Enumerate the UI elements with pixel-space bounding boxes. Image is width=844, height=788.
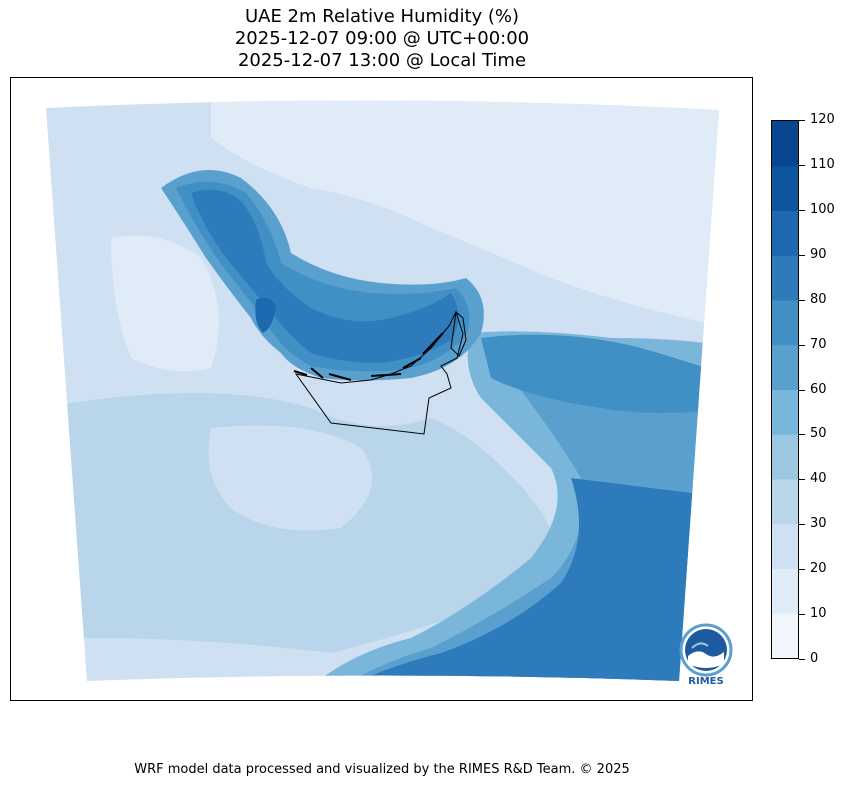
colorbar-segment bbox=[772, 210, 798, 256]
colorbar bbox=[771, 120, 799, 659]
colorbar-tick-label: 70 bbox=[810, 336, 827, 352]
gulf-of-bahrain bbox=[255, 297, 276, 333]
colorbar-tick-mark bbox=[799, 614, 805, 616]
uae-boundary bbox=[294, 310, 464, 435]
colorbar-segment bbox=[772, 121, 798, 167]
logo-text: RIMES bbox=[688, 676, 724, 687]
colorbar-tick-label: 90 bbox=[810, 246, 827, 262]
colorbar-segment bbox=[772, 255, 798, 301]
title-line-2: 2025-12-07 09:00 @ UTC+00:00 bbox=[234, 28, 530, 49]
colorbar-segment bbox=[772, 344, 798, 390]
footer-credit: WRF model data processed and visualized … bbox=[134, 762, 630, 777]
colorbar-tick-label: 110 bbox=[810, 156, 835, 172]
colorbar-tick-mark bbox=[799, 344, 805, 346]
land-region-interior-light bbox=[208, 425, 373, 531]
colorbar-tick-mark bbox=[799, 524, 805, 526]
colorbar-tick-mark bbox=[799, 164, 805, 166]
colorbar-tick-mark bbox=[799, 254, 805, 256]
musandam-boundary bbox=[450, 311, 467, 357]
arabian-sea-deep bbox=[311, 478, 719, 682]
land-region-north-light bbox=[211, 100, 719, 328]
colorbar-tick-label: 50 bbox=[810, 426, 827, 442]
oman-coast-band bbox=[481, 334, 719, 413]
colorbar-tick-label: 40 bbox=[810, 471, 827, 487]
colorbar-tick-label: 80 bbox=[810, 291, 827, 307]
colorbar-tick-label: 100 bbox=[810, 201, 835, 217]
colorbar-tick-mark bbox=[799, 659, 805, 660]
uae-coastline-islands bbox=[293, 332, 444, 381]
colorbar-tick-mark bbox=[799, 479, 805, 481]
colorbar-scale bbox=[772, 121, 798, 658]
colorbar-tick-label: 30 bbox=[810, 516, 827, 532]
colorbar-tick-label: 120 bbox=[810, 112, 835, 127]
colorbar-segment bbox=[772, 389, 798, 435]
colorbar-tick-label: 10 bbox=[810, 606, 827, 622]
title-line-1: UAE 2m Relative Humidity (%) bbox=[244, 6, 520, 27]
colorbar-segment bbox=[772, 479, 798, 525]
colorbar-segment bbox=[772, 613, 798, 658]
rimes-logo: RIMES bbox=[676, 620, 736, 692]
colorbar-tick-mark bbox=[799, 120, 805, 121]
colorbar-segment bbox=[772, 523, 798, 569]
colorbar-tick-label: 20 bbox=[810, 561, 827, 577]
persian-gulf-deep bbox=[191, 189, 459, 363]
colorbar-tick-mark bbox=[799, 299, 805, 301]
map-panel bbox=[10, 77, 753, 701]
colorbar-tick-label: 0 bbox=[810, 651, 819, 666]
colorbar-segment bbox=[772, 165, 798, 211]
chart-title: UAE 2m Relative Humidity (%) 2025-12-07 … bbox=[0, 6, 764, 72]
title-line-3: 2025-12-07 13:00 @ Local Time bbox=[237, 50, 527, 71]
colorbar-segment bbox=[772, 434, 798, 480]
colorbar-segment bbox=[772, 568, 798, 614]
land-region-west-light bbox=[111, 235, 219, 372]
colorbar-tick-mark bbox=[799, 569, 805, 571]
colorbar-tick-mark bbox=[799, 389, 805, 391]
colorbar-tick-label: 60 bbox=[810, 381, 827, 397]
colorbar-tick-mark bbox=[799, 434, 805, 436]
humidity-map bbox=[46, 100, 719, 682]
colorbar-segment bbox=[772, 300, 798, 346]
colorbar-tick-mark bbox=[799, 209, 805, 211]
